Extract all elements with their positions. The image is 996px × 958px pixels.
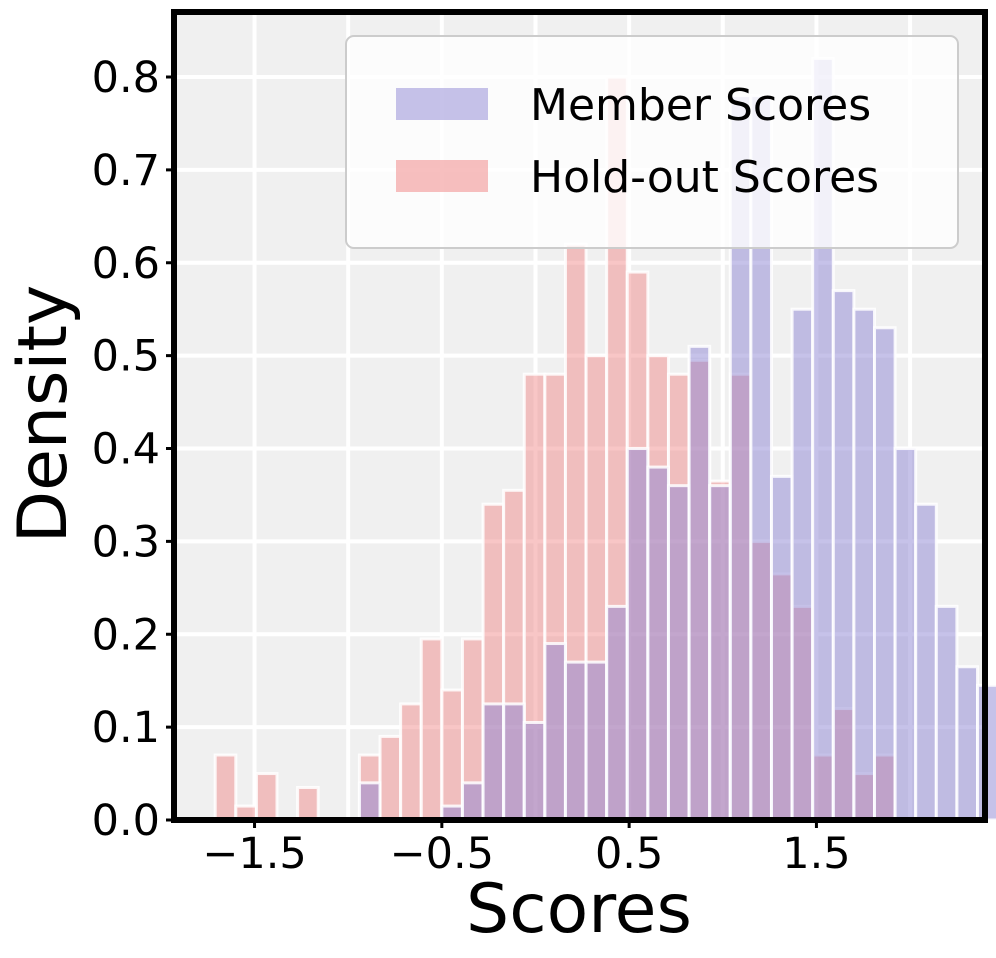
legend-swatch xyxy=(396,160,488,192)
histogram-bar xyxy=(790,307,815,822)
histogram-bar xyxy=(419,637,444,822)
histogram-bar xyxy=(852,307,876,822)
legend-box xyxy=(345,35,959,249)
histogram-bar xyxy=(831,289,856,822)
histogram-bar xyxy=(914,502,938,822)
plot-frame xyxy=(171,9,988,823)
y-tick-label: 0.2 xyxy=(92,610,160,660)
histogram-bar xyxy=(543,642,567,822)
x-axis-title: Scores xyxy=(466,870,692,949)
x-tick-label: 0.5 xyxy=(595,829,663,879)
histogram-bar xyxy=(522,720,547,822)
histogram-bar xyxy=(502,702,526,822)
x-axis-ticks: −1.5 −0.5 0.5 1.5 xyxy=(202,820,851,879)
y-tick-label: 0.0 xyxy=(92,796,160,846)
histogram-bar xyxy=(687,344,712,822)
histogram-bar xyxy=(893,447,918,822)
bars xyxy=(213,56,996,822)
y-tick-label: 0.7 xyxy=(92,146,160,196)
y-tick-label: 0.8 xyxy=(92,53,160,103)
legend: Member Scores Hold-out Scores xyxy=(345,35,959,249)
histogram-bar xyxy=(934,604,959,822)
x-tick-label: 1.5 xyxy=(782,829,850,879)
histogram-bar xyxy=(296,785,320,822)
histogram-bar xyxy=(584,660,609,822)
y-axis-title: Density xyxy=(4,285,83,544)
histogram-bar xyxy=(254,772,279,822)
y-axis-ticks: 0.0 0.1 0.2 0.3 0.4 0.5 0.6 0.7 0.8 xyxy=(92,53,174,846)
histogram-bar xyxy=(605,604,629,822)
y-tick-label: 0.6 xyxy=(92,239,160,289)
histogram-bar xyxy=(399,702,423,822)
series-member-scores xyxy=(357,56,996,822)
histogram-bar xyxy=(440,688,464,822)
y-tick-label: 0.4 xyxy=(92,425,160,475)
histogram-bar xyxy=(357,781,382,822)
histogram-bar xyxy=(708,484,732,822)
histogram-bar xyxy=(872,326,897,822)
histogram-bar xyxy=(625,447,650,822)
x-tick-label: −1.5 xyxy=(202,829,306,879)
histogram-bar xyxy=(481,702,506,822)
histogram-bar xyxy=(460,781,485,822)
histogram-bar xyxy=(955,665,980,822)
legend-label: Member Scores xyxy=(530,80,871,131)
histogram-bar xyxy=(378,734,403,822)
x-tick-label: −0.5 xyxy=(390,829,494,879)
legend-swatch xyxy=(396,88,488,120)
legend-label: Hold-out Scores xyxy=(530,152,879,203)
y-tick-label: 0.1 xyxy=(92,703,160,753)
y-tick-label: 0.3 xyxy=(92,517,160,567)
histogram-bar xyxy=(646,465,670,822)
histogram-bar xyxy=(666,484,691,822)
y-tick-label: 0.5 xyxy=(92,332,160,382)
histogram-bar xyxy=(769,474,794,822)
histogram-bar xyxy=(563,660,588,822)
histogram-bar xyxy=(213,753,238,822)
